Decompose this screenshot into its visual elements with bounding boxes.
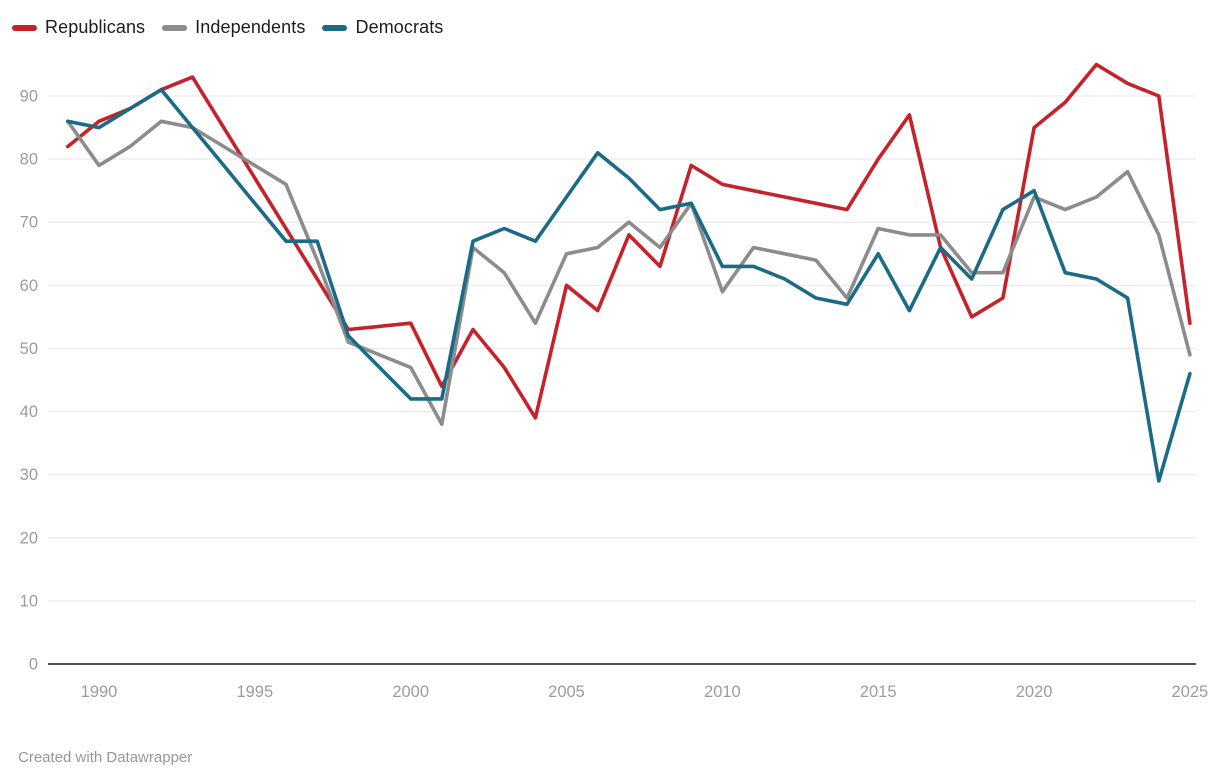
x-tick-label-2000: 2000 — [392, 683, 429, 701]
legend-label-republicans: Republicans — [45, 17, 146, 37]
y-tick-label-60: 60 — [20, 277, 38, 295]
series-line-independents[interactable] — [66, 119, 1192, 427]
independents-line-swatch-icon — [162, 24, 188, 31]
y-tick-label-20: 20 — [20, 529, 38, 547]
y-tick-label-40: 40 — [20, 403, 38, 421]
x-tick-label-2005: 2005 — [548, 683, 585, 701]
democrats-line-swatch-icon — [322, 24, 348, 31]
y-tick-label-0: 0 — [29, 656, 38, 674]
x-tick-label-2010: 2010 — [704, 683, 741, 701]
chart-legend: Republicans Independents Democrats — [12, 17, 443, 38]
x-tick-label-2020: 2020 — [1016, 683, 1053, 701]
x-tick-label-2015: 2015 — [860, 683, 897, 701]
legend-item-republicans[interactable]: Republicans — [12, 17, 145, 38]
y-tick-label-30: 30 — [20, 466, 38, 484]
series-line-republicans[interactable] — [66, 62, 1192, 420]
y-tick-label-90: 90 — [20, 88, 38, 106]
line-chart: 0 10 20 30 40 50 60 70 80 90 1990 1995 2000 2005 2010 2… — [20, 62, 1209, 701]
legend-label-democrats: Democrats — [355, 17, 444, 37]
republicans-line-swatch-icon — [12, 24, 37, 31]
y-tick-label-50: 50 — [20, 340, 38, 358]
x-tick-label-1990: 1990 — [81, 683, 118, 701]
x-tick-label-1995: 1995 — [236, 683, 273, 701]
legend-item-independents[interactable]: Independents — [162, 17, 305, 38]
legend-label-independents: Independents — [195, 17, 306, 37]
y-tick-label-10: 10 — [20, 592, 38, 610]
datawrapper-credit[interactable]: Created with Datawrapper — [18, 749, 193, 766]
series-line-democrats[interactable] — [66, 87, 1192, 483]
legend-item-democrats[interactable]: Democrats — [322, 17, 443, 38]
x-tick-label-2025: 2025 — [1172, 683, 1209, 701]
y-tick-label-80: 80 — [20, 151, 38, 169]
y-tick-label-70: 70 — [20, 214, 38, 232]
